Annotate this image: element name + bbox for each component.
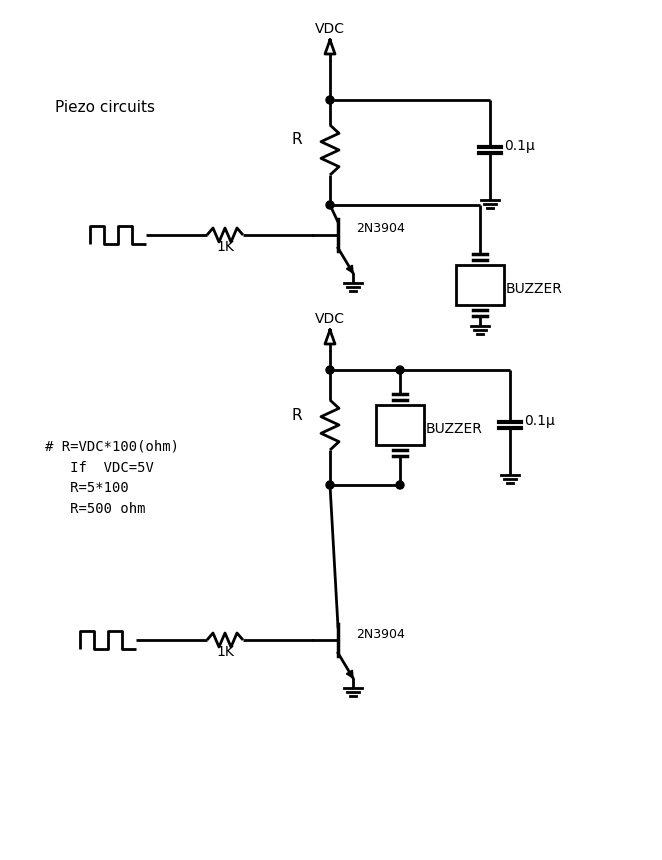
Polygon shape — [346, 670, 353, 678]
Text: VDC: VDC — [315, 22, 345, 36]
Circle shape — [396, 481, 404, 489]
Text: 1K: 1K — [216, 240, 234, 254]
Text: R: R — [291, 132, 302, 148]
Text: VDC: VDC — [315, 312, 345, 326]
Text: 1K: 1K — [216, 645, 234, 659]
Text: R: R — [291, 408, 302, 422]
Bar — [456, 265, 504, 305]
Text: 2N3904: 2N3904 — [356, 223, 405, 236]
Text: # R=VDC*100(ohm)
   If  VDC=5V
   R=5*100
   R=500 ohm: # R=VDC*100(ohm) If VDC=5V R=5*100 R=500… — [45, 440, 179, 516]
Text: 0.1μ: 0.1μ — [504, 139, 535, 153]
Circle shape — [326, 481, 334, 489]
Circle shape — [326, 201, 334, 209]
Text: 0.1μ: 0.1μ — [524, 414, 555, 428]
Text: Piezo circuits: Piezo circuits — [55, 100, 155, 115]
Bar — [376, 405, 424, 445]
Text: 2N3904: 2N3904 — [356, 628, 405, 641]
Text: BUZZER: BUZZER — [426, 422, 483, 436]
Text: BUZZER: BUZZER — [506, 282, 563, 296]
Circle shape — [396, 366, 404, 374]
Polygon shape — [346, 265, 353, 273]
Circle shape — [326, 96, 334, 104]
Circle shape — [326, 366, 334, 374]
